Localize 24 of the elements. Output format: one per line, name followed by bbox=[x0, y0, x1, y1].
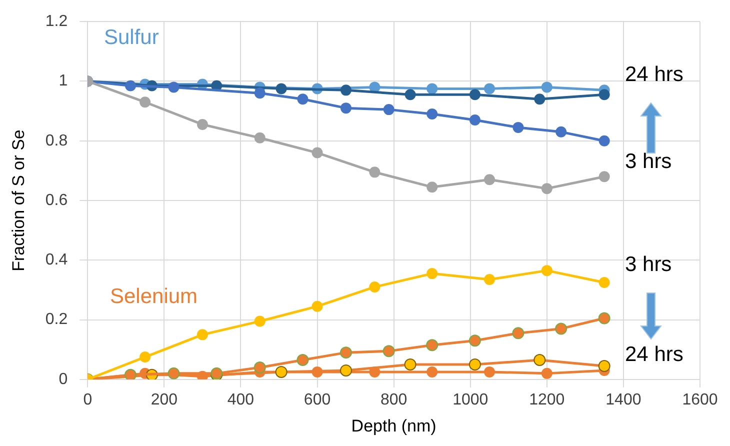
y-tick-label: 1 bbox=[58, 72, 68, 90]
y-tick-label: 0.4 bbox=[45, 252, 68, 269]
x-axis-title: Depth (nm) bbox=[351, 416, 436, 436]
y-tick-label: 0.8 bbox=[45, 132, 68, 150]
y-tick-label: 0.2 bbox=[45, 311, 68, 328]
x-tick-label: 1200 bbox=[529, 391, 565, 408]
x-tick-label: 600 bbox=[304, 391, 331, 408]
x-tick-label: 400 bbox=[227, 391, 254, 408]
x-tick-label: 1600 bbox=[682, 391, 718, 408]
y-tick-label: 1.2 bbox=[45, 13, 68, 30]
x-tick-label: 0 bbox=[83, 391, 92, 408]
x-tick-label: 200 bbox=[150, 391, 178, 408]
y-tick-label: 0 bbox=[58, 370, 68, 388]
y-axis-title: Fraction of S or Se bbox=[8, 130, 28, 272]
annotation: 24 hrs bbox=[625, 62, 684, 86]
annotation: 3 hrs bbox=[625, 252, 672, 276]
annotation: 24 hrs bbox=[625, 342, 684, 366]
x-tick-label: 800 bbox=[380, 391, 408, 408]
x-tick-label: 1400 bbox=[606, 391, 642, 408]
y-tick-label: 0.6 bbox=[45, 192, 68, 209]
annotation: Sulfur bbox=[104, 26, 159, 49]
annotation: 3 hrs bbox=[625, 150, 672, 173]
x-tick-label: 1000 bbox=[452, 391, 488, 408]
annotation: Selenium bbox=[110, 284, 198, 308]
